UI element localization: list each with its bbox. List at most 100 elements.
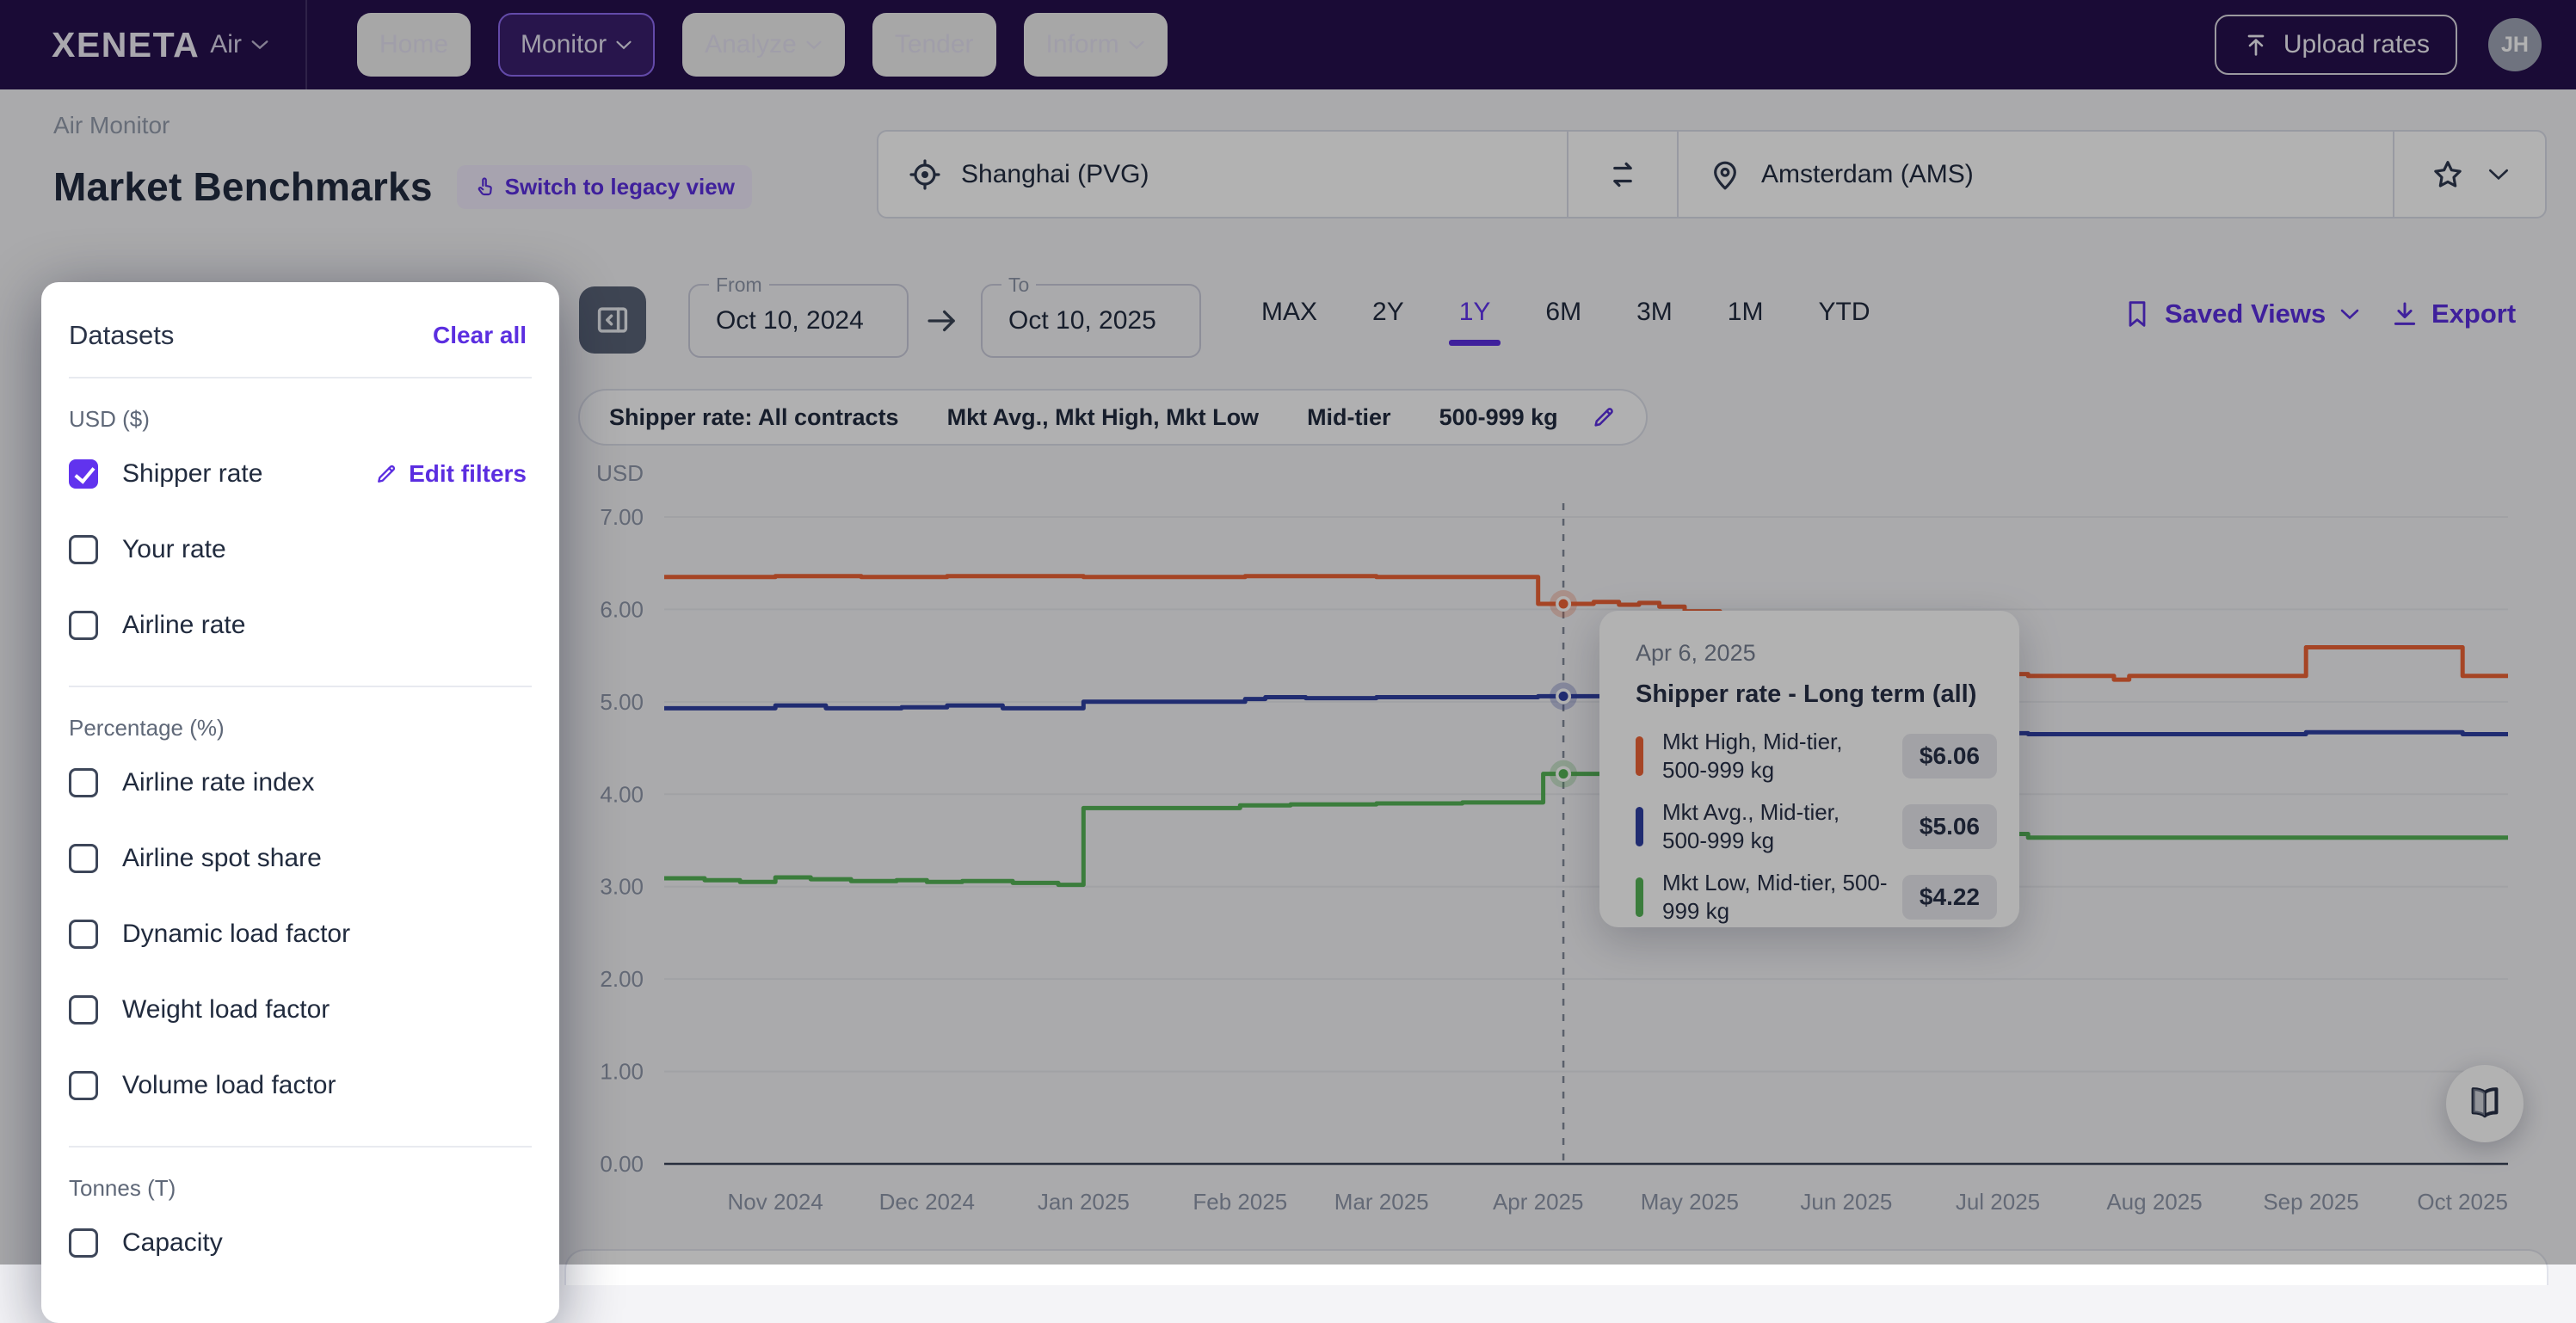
checkbox-checked[interactable]	[69, 459, 98, 489]
nav-right: Upload rates JH	[2215, 15, 2542, 75]
checkbox-unchecked[interactable]	[69, 1071, 98, 1100]
destination-value: Amsterdam (AMS)	[1761, 160, 1974, 189]
chart-tooltip: Apr 6, 2025 Shipper rate - Long term (al…	[1599, 611, 2019, 927]
filter-chip[interactable]: Mid-tier	[1307, 404, 1391, 431]
x-tick-label: Apr 2025	[1493, 1189, 1584, 1215]
tooltip-row: Mkt Avg., Mid-tier, 500-999 kg$5.06	[1636, 798, 1997, 855]
range-3m[interactable]: 3M	[1633, 298, 1676, 327]
y-tick-label: 3.00	[600, 874, 644, 900]
section-label: USD ($)	[69, 406, 532, 433]
star-icon[interactable]	[2431, 157, 2465, 192]
nav-item-analyze[interactable]: Analyze	[682, 13, 845, 77]
nav-item-home[interactable]: Home	[357, 13, 471, 77]
destination-field[interactable]: Amsterdam (AMS)	[1679, 132, 2394, 217]
y-tick-label: 4.00	[600, 781, 644, 807]
pointer-icon	[474, 175, 496, 198]
y-tick-label: 0.00	[600, 1151, 644, 1177]
checkbox-unchecked[interactable]	[69, 768, 98, 797]
checkbox-unchecked[interactable]	[69, 1228, 98, 1258]
product-name: Air	[210, 30, 242, 59]
x-tick-label: Jul 2025	[1956, 1189, 2040, 1215]
dataset-label: Airline rate	[122, 611, 245, 640]
y-tick-label: 6.00	[600, 596, 644, 622]
tooltip-series-label: Mkt High, Mid-tier, 500-999 kg	[1662, 728, 1888, 785]
series-color-tick	[1636, 736, 1643, 776]
filter-chip[interactable]: Mkt Avg., Mkt High, Mkt Low	[947, 404, 1259, 431]
dataset-row-capacity[interactable]: Capacity	[69, 1205, 532, 1281]
checkbox-unchecked[interactable]	[69, 844, 98, 873]
y-tick-label: 5.00	[600, 689, 644, 715]
saved-views-button[interactable]: Saved Views	[2118, 298, 2365, 330]
dataset-row-shipper-rate[interactable]: Shipper rate Edit filters	[69, 436, 532, 512]
help-book-button[interactable]	[2446, 1065, 2524, 1142]
top-navbar: XENETA Air Home Monitor Analyze Tender Infor…	[0, 0, 2576, 89]
section-label: Tonnes (T)	[69, 1175, 532, 1202]
filter-chip[interactable]: Shipper rate: All contracts	[609, 404, 899, 431]
dataset-label: Airline rate index	[122, 768, 314, 797]
checkbox-unchecked[interactable]	[69, 611, 98, 640]
origin-field[interactable]: Shanghai (PVG)	[878, 132, 1568, 217]
dataset-sections: USD ($) Shipper rate Edit filters Your rate…	[69, 406, 532, 1281]
marker-halo	[1550, 682, 1577, 710]
series-color-tick	[1636, 877, 1643, 917]
date-to-label: To	[1001, 274, 1036, 297]
range-1m[interactable]: 1M	[1724, 298, 1767, 327]
checkbox-unchecked[interactable]	[69, 920, 98, 949]
upload-rates-button[interactable]: Upload rates	[2215, 15, 2457, 75]
x-tick-label: Nov 2024	[728, 1189, 823, 1215]
nav-item-monitor[interactable]: Monitor	[498, 13, 655, 77]
dataset-label: Your rate	[122, 535, 226, 564]
upload-icon	[2242, 31, 2270, 58]
dataset-label: Shipper rate	[122, 459, 262, 489]
nav-item-label: Inform	[1046, 30, 1119, 59]
datasets-panel: Datasets Clear all USD ($)Shipper rateEd…	[41, 282, 559, 1323]
dataset-row-weight-load-factor[interactable]: Weight load factor	[69, 972, 532, 1048]
checkbox-unchecked[interactable]	[69, 995, 98, 1025]
edit-pencil-icon[interactable]	[1591, 404, 1617, 430]
dataset-row-airline-rate[interactable]: Airline rate	[69, 588, 532, 663]
main-nav: Home Monitor Analyze Tender Inform	[357, 13, 1168, 77]
time-range-group: MAX 2Y 1Y 6M 3M 1M YTD	[1258, 298, 1873, 327]
export-label: Export	[2431, 298, 2516, 329]
edit-filters-button[interactable]: Edit filters	[369, 459, 532, 489]
clear-all-button[interactable]: Clear all	[428, 321, 532, 350]
dataset-row-airline-spot-share[interactable]: Airline spot share	[69, 821, 532, 896]
dataset-row-airline-rate-index[interactable]: Airline rate index	[69, 745, 532, 821]
nav-item-label: Tender	[895, 30, 974, 59]
dataset-label: Capacity	[122, 1228, 223, 1258]
nav-item-tender[interactable]: Tender	[872, 13, 996, 77]
nav-item-inform[interactable]: Inform	[1024, 13, 1168, 77]
range-1y[interactable]: 1Y	[1456, 298, 1494, 327]
collapse-panel-button[interactable]	[579, 286, 646, 354]
book-icon	[2465, 1084, 2505, 1123]
saved-views-label: Saved Views	[2165, 298, 2326, 329]
filter-chip-bar[interactable]: Shipper rate: All contracts Mkt Avg., Mkt…	[578, 389, 1648, 446]
tooltip-row: Mkt Low, Mid-tier, 500-999 kg$4.22	[1636, 869, 1997, 926]
brand-block[interactable]: XENETA Air	[0, 0, 307, 89]
edit-filters-label: Edit filters	[409, 460, 527, 488]
tooltip-series-label: Mkt Avg., Mid-tier, 500-999 kg	[1662, 798, 1888, 855]
x-tick-label: Sep 2025	[2263, 1189, 2358, 1215]
swap-direction-button[interactable]	[1568, 132, 1679, 217]
x-tick-label: Jun 2025	[1800, 1189, 1892, 1215]
range-ytd[interactable]: YTD	[1815, 298, 1873, 327]
range-2y[interactable]: 2Y	[1369, 298, 1408, 327]
x-tick-label: May 2025	[1641, 1189, 1739, 1215]
date-to-input[interactable]: To Oct 10, 2025	[981, 284, 1201, 358]
dataset-row-dynamic-load-factor[interactable]: Dynamic load factor	[69, 896, 532, 972]
y-tick-label: 1.00	[600, 1059, 644, 1085]
date-from-input[interactable]: From Oct 10, 2024	[688, 284, 909, 358]
checkbox-unchecked[interactable]	[69, 535, 98, 564]
upload-rates-label: Upload rates	[2283, 30, 2430, 59]
range-max[interactable]: MAX	[1258, 298, 1321, 327]
filter-chip[interactable]: 500-999 kg	[1439, 404, 1558, 431]
switch-legacy-label: Switch to legacy view	[505, 174, 735, 200]
range-6m[interactable]: 6M	[1542, 298, 1585, 327]
xeneta-logo: XENETA	[52, 25, 200, 65]
switch-legacy-button[interactable]: Switch to legacy view	[457, 165, 752, 209]
dataset-row-volume-load-factor[interactable]: Volume load factor	[69, 1048, 532, 1123]
chevron-down-icon[interactable]	[2487, 168, 2510, 182]
dataset-row-your-rate[interactable]: Your rate	[69, 512, 532, 588]
export-button[interactable]: Export	[2385, 298, 2521, 330]
avatar[interactable]: JH	[2488, 18, 2542, 71]
